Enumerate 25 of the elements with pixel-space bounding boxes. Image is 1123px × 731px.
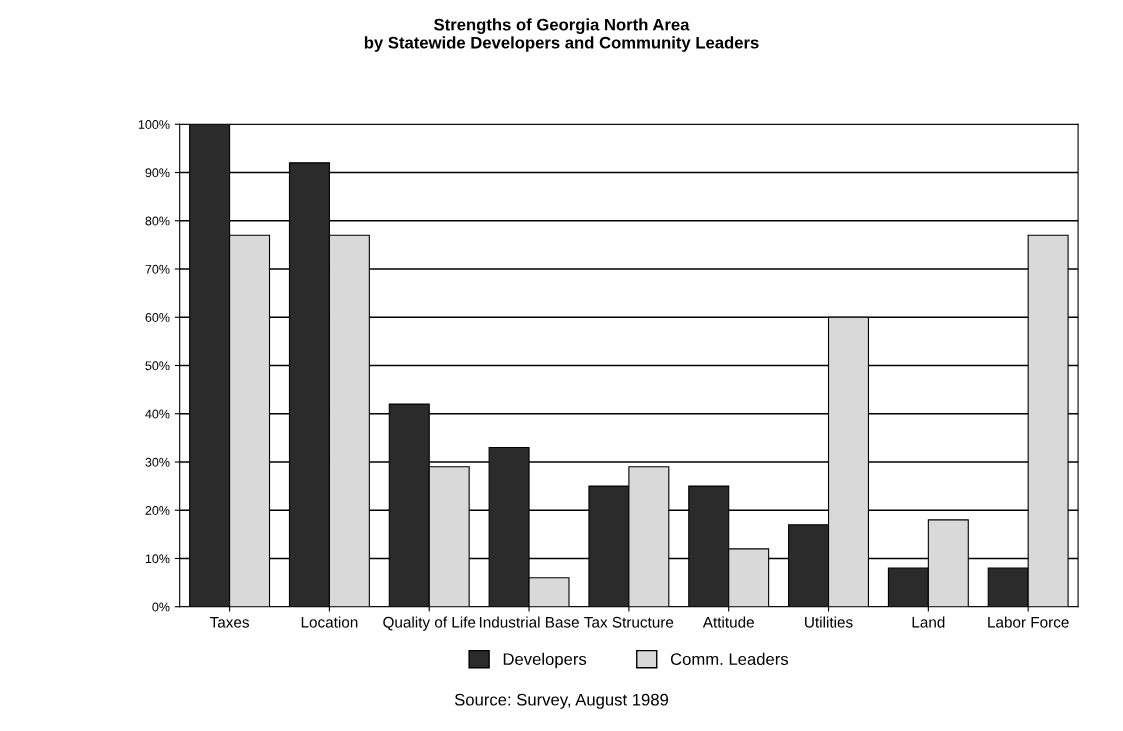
y-tick-label: 20% (145, 506, 170, 515)
legend-label: Developers (503, 652, 587, 669)
x-tick-label: Industrial Base (479, 616, 579, 628)
y-tick-label: 10% (145, 554, 170, 564)
x-tick-label: Location (301, 616, 358, 628)
y-tick-label: 0% (152, 602, 170, 612)
source-note: Source: Survey, August 1989 (454, 693, 669, 709)
y-tick-label: 70% (145, 264, 170, 274)
y-tick-label: 50% (145, 361, 170, 371)
y-tick-label: 60% (145, 313, 170, 322)
y-tick-label: 30% (145, 457, 170, 467)
x-tick-label: Tax Structure (584, 616, 674, 628)
y-tick-label: 80% (145, 216, 170, 226)
legend-label: Comm. Leaders (670, 652, 789, 666)
y-tick-label: 40% (145, 409, 170, 419)
x-tick-label: Utilities (805, 616, 853, 628)
x-tick-label: Quality of Life (383, 616, 476, 631)
chart-title: Strengths of Georgia North Area (434, 18, 690, 34)
x-tick-label: Labor Force (988, 616, 1069, 628)
x-tick-label: Attitude (702, 616, 754, 628)
x-tick-label: Taxes (209, 617, 249, 628)
y-tick-label: 100% (138, 120, 170, 129)
y-tick-label: 90% (145, 168, 170, 178)
chart-subtitle: by Statewide Developers and Community Leaders (364, 36, 759, 52)
x-tick-label: Land (912, 616, 945, 628)
